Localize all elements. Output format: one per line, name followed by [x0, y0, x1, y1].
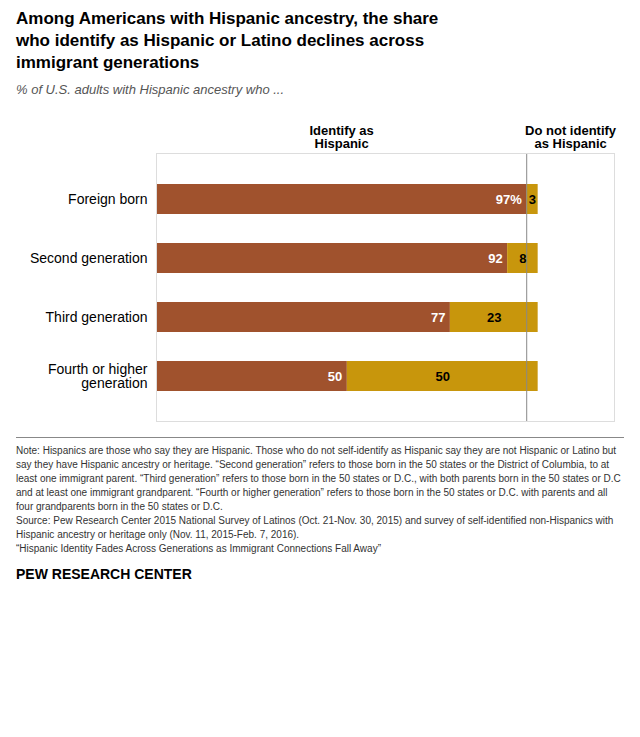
html-text:Note: Hispanics are those who: Note: Hispanics are those who say they a… — [16, 445, 621, 513]
svg-text:3: 3 — [529, 192, 536, 207]
svg-text:92: 92 — [488, 251, 502, 266]
svg-text:Third generation: Third generation — [46, 309, 148, 325]
svg-text:77: 77 — [431, 310, 445, 325]
svg-text:50: 50 — [436, 369, 450, 384]
html-text:% of U.S. adults with Hispanic: % of U.S. adults with Hispanic ancestry … — [16, 82, 285, 98]
svg-text:Second generation: Second generation — [30, 250, 148, 266]
svg-text:Identify asHispanic: Identify asHispanic — [309, 123, 373, 151]
svg-text:Fourth or highergeneration: Fourth or highergeneration — [48, 361, 148, 391]
html-text:“Hispanic Identity Fades Acros: “Hispanic Identity Fades Across Generati… — [16, 543, 381, 555]
svg-text:23: 23 — [487, 310, 501, 325]
svg-text:50: 50 — [328, 369, 342, 384]
svg-text:Foreign born: Foreign born — [68, 191, 147, 207]
svg-text:97%: 97% — [496, 192, 522, 207]
html-text:PEW RESEARCH CENTER: PEW RESEARCH CENTER — [16, 566, 192, 583]
svg-text:Do not identifyas Hispanic: Do not identifyas Hispanic — [525, 123, 617, 151]
svg-text:8: 8 — [519, 251, 526, 266]
html-text:Among Americans with Hispanic: Among Americans with Hispanic ancestry, … — [16, 9, 439, 73]
html-text:Source: Pew Research Center 20: Source: Pew Research Center 2015 Nationa… — [16, 515, 614, 541]
